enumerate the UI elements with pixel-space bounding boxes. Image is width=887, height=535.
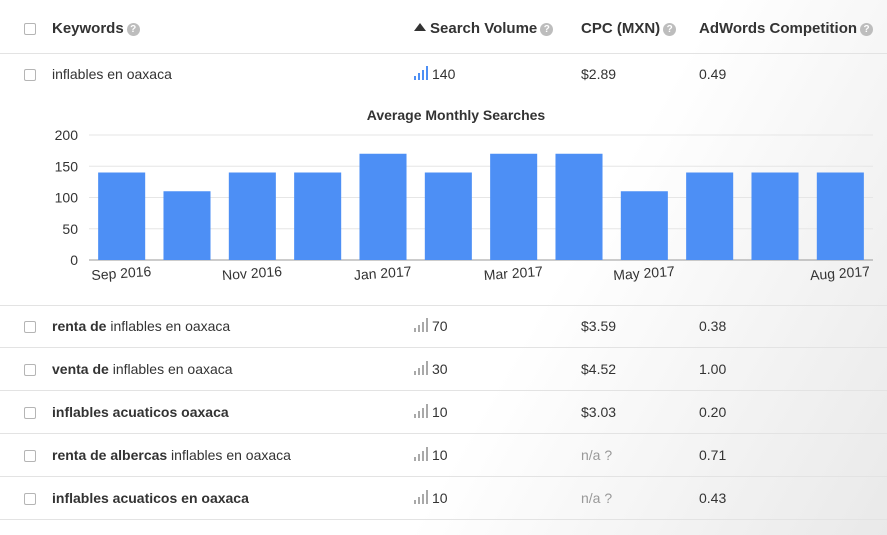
col-competition-label: AdWords Competition	[699, 20, 858, 37]
x-tick-label: May 2017	[613, 263, 676, 283]
col-cpc[interactable]: CPC (MXN)?	[581, 20, 677, 37]
competition-value: 0.43	[699, 490, 727, 506]
keyword-text[interactable]: inflables acuaticos oaxaca	[52, 404, 229, 420]
row-checkbox[interactable]	[24, 407, 36, 419]
bar-apr-2017	[555, 153, 603, 260]
keyword-base: inflables en oaxaca	[108, 361, 233, 377]
col-competition[interactable]: AdWords Competition?	[699, 20, 874, 37]
competition-value: 0.20	[699, 404, 727, 420]
table-row[interactable]: inflables acuaticos oaxaca 10 $3.03 0.20	[0, 391, 887, 434]
bar-aug-2017	[816, 172, 864, 260]
chart-title: Average Monthly Searches	[367, 107, 546, 123]
col-keywords[interactable]: Keywords?	[52, 20, 140, 37]
volume-cell[interactable]: 10	[414, 447, 448, 463]
col-search-volume-label: Search Volume	[430, 20, 538, 37]
help-icon[interactable]: ?	[126, 23, 140, 36]
row-checkbox[interactable]	[24, 321, 36, 333]
keyword-base: inflables en oaxaca	[167, 447, 291, 463]
x-tick-label: Nov 2016	[222, 263, 283, 283]
signal-bars-icon	[414, 66, 428, 80]
cpc-value: $3.59	[581, 318, 617, 334]
bar-mar-2017	[490, 153, 538, 260]
help-icon[interactable]: ?	[540, 23, 554, 36]
keyword-modifier: renta de albercas	[52, 447, 168, 463]
help-icon[interactable]: ?	[860, 23, 874, 36]
bar-jan-2017	[359, 153, 407, 260]
expanded-row: inflables en oaxaca 140 $2.89 0.49	[0, 53, 887, 306]
keyword-modifier: inflables acuaticos oaxaca	[52, 404, 229, 420]
volume-cell[interactable]: 70	[414, 318, 448, 334]
keyword-modifier: renta de	[52, 318, 107, 334]
volume-value: 10	[432, 447, 448, 463]
x-tick-label: Sep 2016	[91, 263, 152, 283]
select-all-checkbox[interactable]	[24, 23, 36, 35]
competition-value: 0.49	[699, 66, 727, 82]
y-tick-label: 0	[70, 252, 78, 268]
x-tick-label: Jan 2017	[353, 263, 412, 283]
row-checkbox[interactable]	[24, 493, 36, 505]
bar-dec-2016	[294, 172, 342, 260]
signal-bars-icon	[414, 447, 428, 461]
volume-cell[interactable]: 30	[414, 361, 448, 377]
signal-bars-icon	[414, 490, 428, 504]
row-checkbox[interactable]	[24, 364, 36, 376]
bar-sep-2016	[98, 172, 146, 260]
volume-value: 30	[432, 361, 448, 377]
keyword-text[interactable]: venta de inflables en oaxaca	[52, 361, 233, 377]
keyword-text[interactable]: renta de inflables en oaxaca	[52, 318, 230, 334]
table-header: Keywords? Search Volume? CPC (MXN)? AdWo…	[0, 0, 887, 54]
volume-cell[interactable]: 10	[414, 490, 448, 506]
row-checkbox[interactable]	[24, 450, 36, 462]
col-search-volume[interactable]: Search Volume?	[414, 20, 554, 37]
y-tick-label: 100	[55, 190, 79, 206]
competition-value: 0.71	[699, 447, 727, 463]
table-row[interactable]: inflables acuaticos en oaxaca 10 n/a ? 0.43	[0, 477, 887, 520]
bar-oct-2016	[163, 191, 211, 260]
cpc-value: $4.52	[581, 361, 617, 377]
col-cpc-label: CPC (MXN)	[581, 20, 661, 37]
table-row[interactable]: venta de inflables en oaxaca 30 $4.52 1.00	[0, 348, 887, 391]
competition-value: 1.00	[699, 361, 727, 377]
bar-nov-2016	[228, 172, 276, 260]
keyword-base: inflables en oaxaca	[106, 318, 231, 334]
keyword-text[interactable]: renta de albercas inflables en oaxaca	[52, 447, 291, 463]
table-row[interactable]: renta de albercas inflables en oaxaca 10 n…	[0, 434, 887, 477]
cpc-value: $3.03	[581, 404, 617, 420]
row-checkbox[interactable]	[24, 69, 36, 81]
volume-value: 10	[432, 404, 448, 420]
keyword-text[interactable]: inflables en oaxaca	[52, 66, 172, 82]
volume-cell[interactable]: 10	[414, 404, 448, 420]
volume-value: 70	[432, 318, 448, 334]
bar-jun-2017	[686, 172, 734, 260]
y-tick-label: 200	[55, 127, 79, 143]
volume-cell[interactable]: 140	[414, 66, 455, 82]
sort-asc-icon	[414, 23, 426, 31]
table-row[interactable]: renta de inflables en oaxaca 70 $3.59 0.38	[0, 305, 887, 348]
help-icon[interactable]: ?	[663, 23, 677, 36]
y-tick-label: 150	[55, 158, 79, 174]
signal-bars-icon	[414, 404, 428, 418]
monthly-searches-chart: Average Monthly Searches 0 50 100 150 200 Sep …	[55, 107, 873, 283]
keyword-text[interactable]: inflables acuaticos en oaxaca	[52, 490, 249, 506]
bar-may-2017	[620, 191, 668, 260]
competition-value: 0.38	[699, 318, 727, 334]
col-keywords-label: Keywords	[52, 20, 124, 37]
keyword-modifier: inflables acuaticos en oaxaca	[52, 490, 249, 506]
volume-value: 140	[432, 66, 456, 82]
signal-bars-icon	[414, 361, 428, 375]
signal-bars-icon	[414, 318, 428, 332]
x-tick-label: Aug 2017	[810, 263, 871, 283]
cpc-value: n/a ?	[581, 447, 613, 463]
cpc-value: $2.89	[581, 66, 617, 82]
y-tick-label: 50	[62, 221, 78, 237]
bar-jul-2017	[751, 172, 799, 260]
cpc-value: n/a ?	[581, 490, 613, 506]
x-tick-label: Mar 2017	[483, 263, 543, 283]
keyword-modifier: venta de	[52, 361, 109, 377]
volume-value: 10	[432, 490, 448, 506]
bar-feb-2017	[424, 172, 472, 260]
